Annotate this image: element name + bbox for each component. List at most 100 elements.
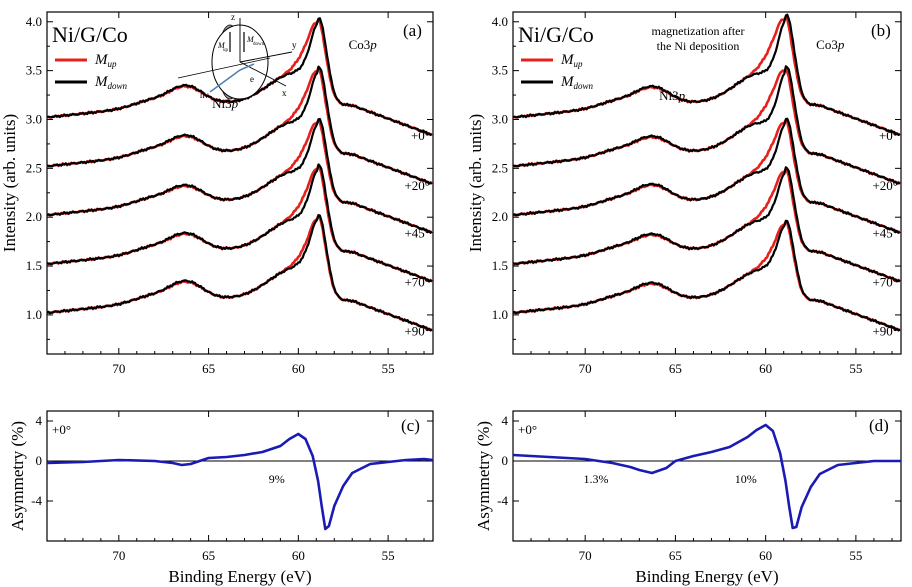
angle-label: +90° <box>404 323 430 338</box>
peak-label-main: Co3 <box>349 37 371 52</box>
spectrum-up-70 <box>46 163 433 283</box>
spectrum-down-70 <box>512 166 901 283</box>
x-tick-label: 65 <box>202 548 215 563</box>
legend-sub: up <box>108 59 118 69</box>
spectrum-down-0 <box>46 17 433 137</box>
inset-y: y <box>292 40 297 50</box>
angle-label: +0° <box>52 422 71 437</box>
peak-label-orbital: p <box>678 88 686 103</box>
inset-mup-sub: up <box>223 48 229 53</box>
asymmetry-annotation: 1.3% <box>584 472 609 486</box>
x-tick-label: 55 <box>382 361 395 376</box>
spectrum-down-45 <box>512 117 901 234</box>
y-tick-label: 4.0 <box>26 14 42 29</box>
y-tick-label: 3.5 <box>26 63 42 78</box>
spectrum-down-45 <box>46 117 433 234</box>
angle-label: +90° <box>872 323 898 338</box>
plot-frame <box>46 11 434 355</box>
y-tick-label: 2.0 <box>492 209 508 224</box>
panel-b: 1.0 1.5 2.0 2.5 3.0 3.5 4.0 70 65 60 55 Intensity (… <box>466 11 902 376</box>
legend-sub: down <box>108 81 128 91</box>
angle-label: +0° <box>879 128 898 143</box>
peak-label-orbital: p <box>369 37 377 52</box>
asymmetry-line <box>46 432 434 531</box>
sample-label: Ni/G/Co <box>52 22 128 47</box>
spectrum-down-90 <box>46 214 433 332</box>
peak-label-main: Ni3 <box>659 88 679 103</box>
plot-frame <box>512 410 902 542</box>
spectrum-down-20 <box>512 65 901 185</box>
inset-x: x <box>282 88 287 98</box>
x-tick-label: 70 <box>579 361 592 376</box>
inset-mdown-sub: down <box>253 42 265 47</box>
x-tick-label: 55 <box>849 361 862 376</box>
x-tick-label: 65 <box>669 361 682 376</box>
y-tick-label: -4 <box>31 493 42 508</box>
photon-beam <box>209 69 241 93</box>
angle-label: +20° <box>872 178 898 193</box>
panel-a: 1.0 1.5 2.0 2.5 3.0 3.5 4.0 70 65 60 55 Intensity (… <box>0 11 434 376</box>
peak-label: Co3p <box>349 37 378 52</box>
sample-label: Ni/G/Co <box>518 22 594 47</box>
x-tick-label: 70 <box>112 361 125 376</box>
y-tick-label: 1.5 <box>26 258 42 273</box>
legend-main: M <box>94 74 109 90</box>
asymmetry-annotation: 10% <box>735 472 757 486</box>
angle-label: +45° <box>872 226 898 241</box>
inset-e: e <box>250 74 254 84</box>
angle-label: +45° <box>404 226 430 241</box>
peak-label: Co3p <box>816 37 845 52</box>
y-tick-label: 3.0 <box>26 111 42 126</box>
y-tick-label: 1.5 <box>492 258 508 273</box>
panel-d: 4 0 -4 70 65 60 55 Asymmetry (%) Binding Energy … <box>474 410 902 586</box>
spectrum-up-70 <box>512 166 901 283</box>
peak-label: Ni3p <box>212 96 239 111</box>
y-axis-label: Intensity (arb. units) <box>0 114 19 252</box>
angle-label: +20° <box>404 178 430 193</box>
plot-frame <box>512 11 902 355</box>
y-tick-label: 2.5 <box>26 160 42 175</box>
inset-z: z <box>231 12 235 22</box>
spectrum-up-90 <box>46 214 433 332</box>
y-tick-label: 0 <box>502 453 509 468</box>
panel-label: (d) <box>869 416 889 435</box>
y-tick-label: 3.5 <box>492 63 508 78</box>
panel-label: (c) <box>401 416 420 435</box>
spectrum-up-45 <box>512 118 901 234</box>
inset-mdown: M <box>246 35 255 44</box>
y-tick-label: 1.0 <box>492 307 508 322</box>
legend-label-up: Mup <box>560 52 583 69</box>
y-tick-label: 2.5 <box>492 160 508 175</box>
panel-label: (b) <box>871 21 891 40</box>
x-tick-label: 65 <box>669 548 682 563</box>
spectrum-up-90 <box>512 219 901 332</box>
x-axis-label: Binding Energy (eV) <box>635 567 778 586</box>
legend-label-down: Mdown <box>94 74 128 91</box>
y-tick-label: -4 <box>497 493 508 508</box>
spectrum-down-70 <box>46 163 433 283</box>
y-axis-label: Intensity (arb. units) <box>466 114 485 252</box>
legend-sub: down <box>574 81 594 91</box>
x-tick-label: 70 <box>579 548 592 563</box>
angle-label: +0° <box>518 422 537 437</box>
y-tick-label: 4 <box>502 413 509 428</box>
x-tick-label: 60 <box>292 548 305 563</box>
y-tick-label: 3.0 <box>492 111 508 126</box>
note-line: magnetization after <box>652 24 745 38</box>
legend-main: M <box>560 74 575 90</box>
inset-hv: hν <box>200 90 209 100</box>
inset-mup: M <box>217 41 226 50</box>
x-tick-label: 60 <box>759 361 772 376</box>
note-line: the Ni deposition <box>657 39 740 53</box>
x-tick-label: 60 <box>292 361 305 376</box>
y-tick-label: 4.0 <box>492 14 508 29</box>
x-tick-label: 55 <box>849 548 862 563</box>
y-axis-label: Asymmetry (%) <box>474 421 493 531</box>
legend-main: M <box>94 52 109 68</box>
panel-label: (a) <box>403 21 422 40</box>
x-tick-label: 55 <box>382 548 395 563</box>
x-tick-label: 60 <box>759 548 772 563</box>
y-tick-label: 1.0 <box>26 307 42 322</box>
